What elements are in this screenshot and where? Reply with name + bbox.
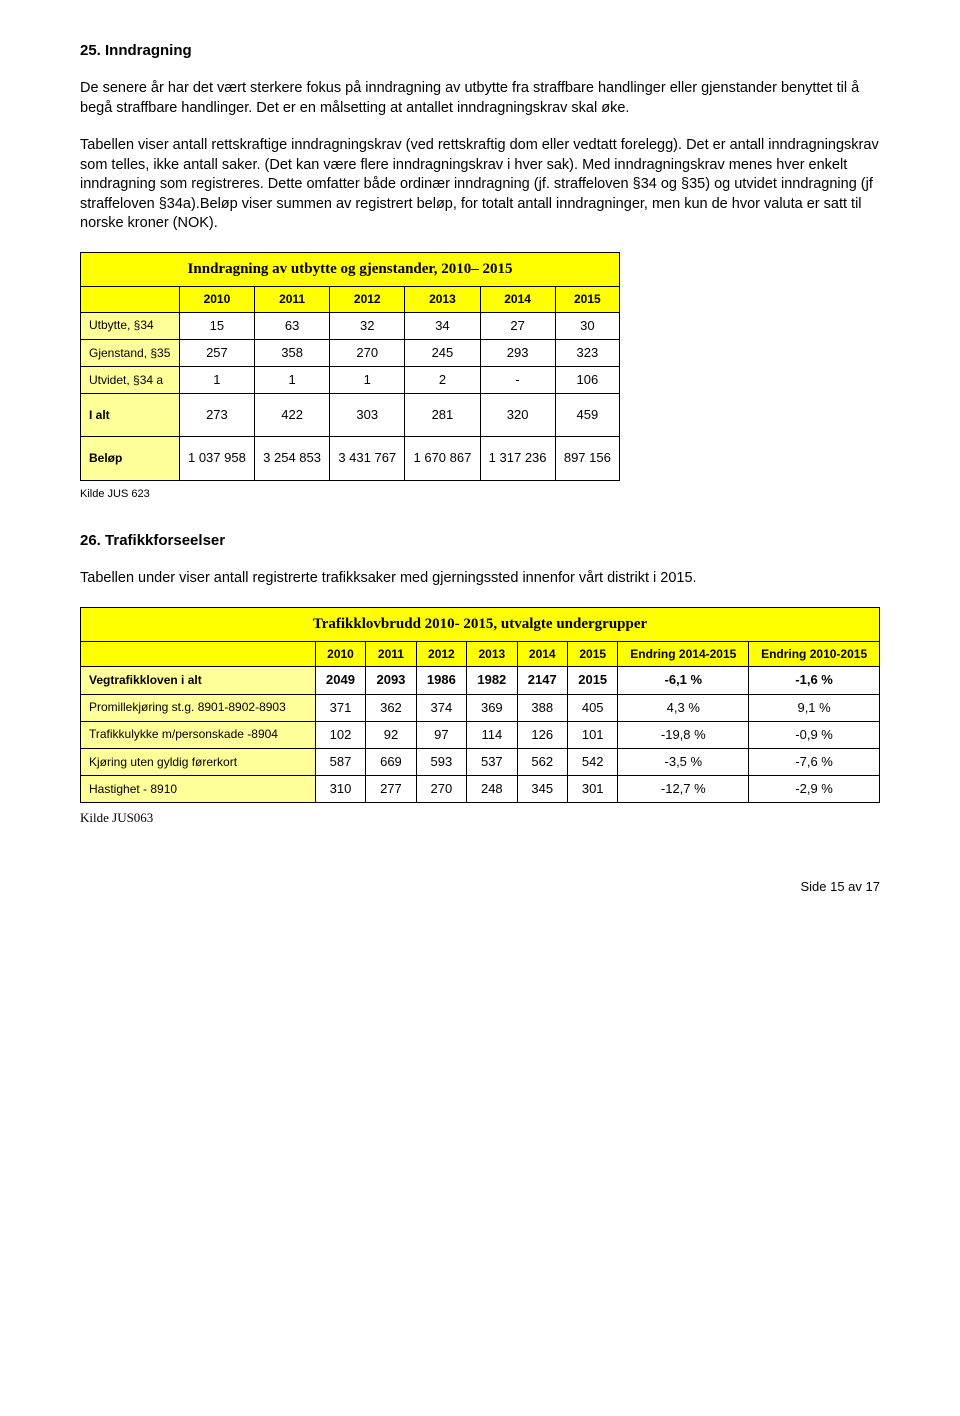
row-label-ialt: I alt [81,394,180,437]
table1-header-row: 2010 2011 2012 2013 2014 2015 [81,286,620,312]
table2-h-2013: 2013 [467,641,517,667]
section-25-para1: De senere år har det vært sterkere fokus… [80,79,880,118]
table2-h-endring2: Endring 2010-2015 [749,641,880,667]
row-label-forerkort: Kjøring uten gyldig førerkort [81,748,316,775]
page-footer: Side 15 av 17 [80,878,880,896]
table-row: Gjenstand, §35 257 358 270 245 293 323 [81,339,620,366]
section-26-para1: Tabellen under viser antall registrerte … [80,569,880,589]
table-inndragning: Inndragning av utbytte og gjenstander, 2… [80,252,620,481]
row-label-utbytte: Utbytte, §34 [81,312,180,339]
table-row: Utvidet, §34 a 1 1 1 2 - 106 [81,367,620,394]
table2-h-2014: 2014 [517,641,567,667]
row-label-gjenstand: Gjenstand, §35 [81,339,180,366]
table2-h-endring1: Endring 2014-2015 [618,641,749,667]
table-row-total: I alt 273 422 303 281 320 459 [81,394,620,437]
table-trafikk: Trafikklovbrudd 2010- 2015, utvalgte und… [80,607,880,804]
row-label-utvidet: Utvidet, §34 a [81,367,180,394]
table2-source: Kilde JUS063 [80,809,880,827]
table1-source: Kilde JUS 623 [80,487,880,502]
table1-title: Inndragning av utbytte og gjenstander, 2… [81,252,620,286]
table-row: Kjøring uten gyldig førerkort 587 669 59… [81,748,880,775]
table2-title: Trafikklovbrudd 2010- 2015, utvalgte und… [81,607,880,641]
row-label-belop: Beløp [81,437,180,480]
table1-h-2014: 2014 [480,286,555,312]
section-26-heading: 26. Trafikkforseelser [80,530,880,551]
table1-h-2012: 2012 [330,286,405,312]
table2-header-row: 2010 2011 2012 2013 2014 2015 Endring 20… [81,641,880,667]
table-row: Trafikkulykke m/personskade -8904 102 92… [81,721,880,748]
table-row: Hastighet - 8910 310 277 270 248 345 301… [81,776,880,803]
table1-h-2013: 2013 [405,286,480,312]
table1-h-2015: 2015 [555,286,619,312]
table2-h-2010: 2010 [315,641,365,667]
row-label-promille: Promillekjøring st.g. 8901-8902-8903 [81,694,316,721]
table2-h-2011: 2011 [366,641,416,667]
row-label-ulykke: Trafikkulykke m/personskade -8904 [81,721,316,748]
section-25-para2: Tabellen viser antall rettskraftige innd… [80,136,880,234]
table-row: Promillekjøring st.g. 8901-8902-8903 371… [81,694,880,721]
table1-h-2011: 2011 [255,286,330,312]
table2-h-2015: 2015 [567,641,617,667]
row-label-hastighet: Hastighet - 8910 [81,776,316,803]
table-row-belop: Beløp 1 037 958 3 254 853 3 431 767 1 67… [81,437,620,480]
table2-h-2012: 2012 [416,641,466,667]
row-label-vegtrafikk: Vegtrafikkloven i alt [81,667,316,694]
table-row: Vegtrafikkloven i alt 2049 2093 1986 198… [81,667,880,694]
section-25-heading: 25. Inndragning [80,40,880,61]
table-row: Utbytte, §34 15 63 32 34 27 30 [81,312,620,339]
table1-h-2010: 2010 [179,286,254,312]
